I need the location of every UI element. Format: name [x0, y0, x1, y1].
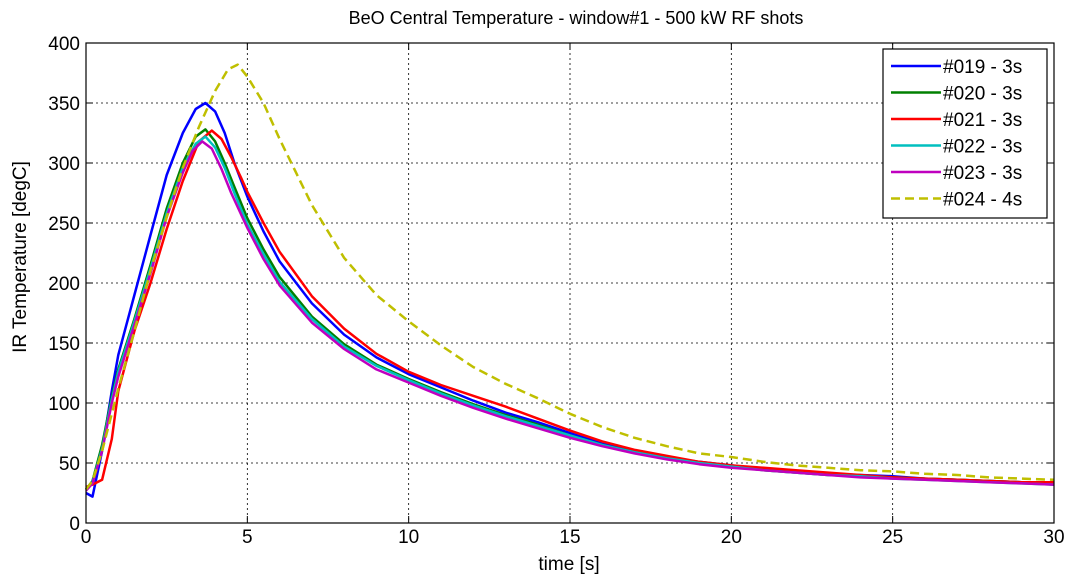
legend-box	[882, 48, 1048, 219]
y-tick-label: 50	[59, 454, 80, 475]
y-tick-label: 400	[48, 34, 80, 55]
x-tick-label: 15	[559, 527, 580, 548]
legend-label: #024 - 4s	[943, 190, 1022, 211]
x-tick-label: 20	[721, 527, 742, 548]
legend-label: #022 - 3s	[943, 137, 1022, 158]
chart-title: BeO Central Temperature - window#1 - 500…	[349, 8, 804, 28]
legend-label: #019 - 3s	[943, 57, 1022, 78]
y-tick-label: 250	[48, 214, 80, 235]
y-tick-label: 350	[48, 94, 80, 115]
series-line-5	[85, 140, 1055, 492]
x-tick-label: 25	[882, 527, 903, 548]
x-tick-label: 0	[81, 527, 92, 548]
legend: #019 - 3s #020 - 3s #021 - 3s #022 - 3s #023…	[882, 48, 1048, 219]
x-tick-label: 10	[398, 527, 419, 548]
y-tick-label: 300	[48, 154, 80, 175]
x-tick-label: 30	[1043, 527, 1064, 548]
y-tick-label: 200	[48, 274, 80, 295]
x-axis-label: time [s]	[538, 554, 599, 575]
y-axis-label: IR Temperature [degC]	[10, 161, 31, 353]
legend-label: #021 - 3s	[943, 110, 1022, 131]
x-tick-label: 5	[242, 527, 253, 548]
y-tick-label: 0	[69, 514, 80, 535]
series-lines	[85, 63, 1055, 498]
series-line-6	[85, 63, 1055, 491]
y-tick-label: 150	[48, 334, 80, 355]
series-line-3	[85, 129, 1054, 489]
legend-label: #020 - 3s	[943, 84, 1022, 105]
legend-label: #023 - 3s	[943, 163, 1022, 184]
y-tick-label: 100	[48, 394, 80, 415]
